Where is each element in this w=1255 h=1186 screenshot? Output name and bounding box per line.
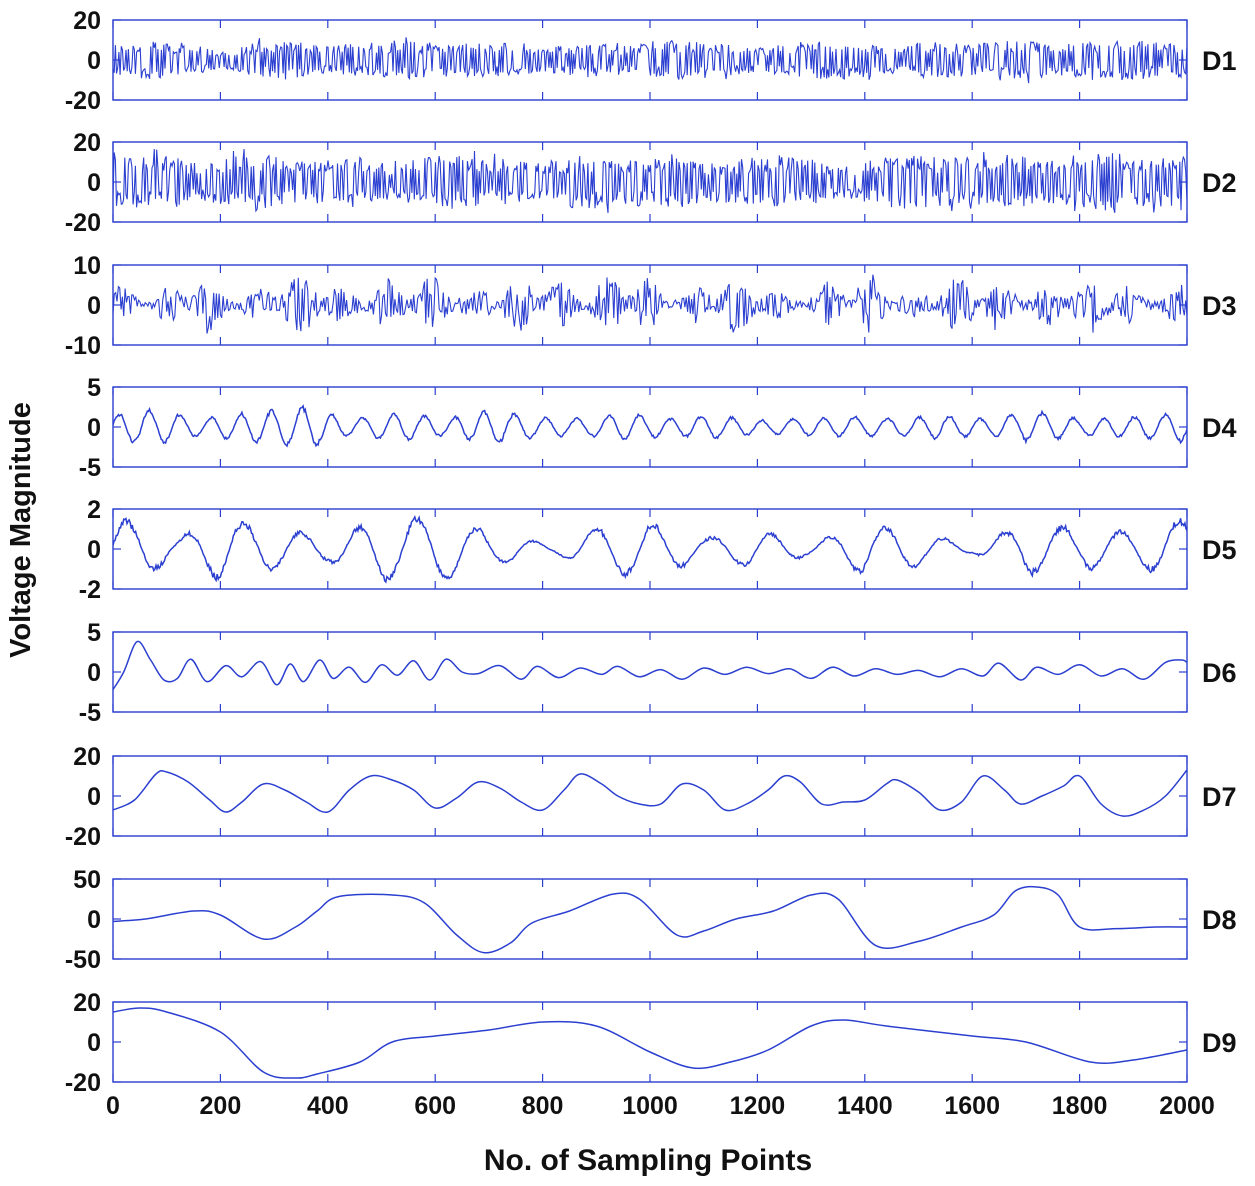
panel-label-d2: D2: [1202, 168, 1237, 198]
y-tick-label: 50: [73, 866, 101, 894]
panel-label-d4: D4: [1202, 413, 1237, 443]
panel-d9: 20 0 -20 D9: [65, 989, 1237, 1097]
panel-d2: 20 0 -20 D2: [65, 129, 1237, 237]
y-tick-label: 5: [87, 374, 101, 402]
y-tick-label: 20: [73, 7, 101, 35]
y-axis-title: Voltage Magnitude: [5, 402, 37, 658]
panel-frame: [112, 878, 1188, 960]
panel-label-d8: D8: [1202, 905, 1237, 935]
panel-label-d1: D1: [1202, 46, 1237, 76]
series-line-d9: [113, 1007, 1187, 1079]
x-axis: 0 200 400 600 800 1000 1200 1400 1600 1800 2000: [106, 1092, 1215, 1120]
y-tick-label: -20: [65, 1069, 101, 1097]
panel-d7: 20 0 -20 D7: [65, 743, 1237, 851]
panel-d3: 10 0 -10 D3: [65, 252, 1237, 360]
series-line-d7: [113, 769, 1187, 817]
series-line-d4: [113, 404, 1187, 448]
x-tick-label: 1400: [837, 1092, 893, 1120]
x-tick-label: 400: [307, 1092, 349, 1120]
panel-frame: [112, 755, 1188, 837]
x-tick-label: 1000: [622, 1092, 678, 1120]
series-line-d3: [113, 274, 1187, 334]
y-tick-label: -20: [65, 87, 101, 115]
x-tick-label: 1200: [730, 1092, 786, 1120]
panel-d8: 50 0 -50 D8: [65, 866, 1237, 974]
series-line-d2: [113, 149, 1187, 213]
x-tick-label: 800: [522, 1092, 564, 1120]
x-tick-label: 1600: [944, 1092, 1000, 1120]
series-line-d8: [113, 885, 1187, 954]
y-tick-label: -5: [79, 699, 101, 727]
y-tick-label: 0: [87, 659, 101, 687]
panel-label-d7: D7: [1202, 782, 1237, 812]
y-tick-label: 5: [87, 619, 101, 647]
x-tick-label: 2000: [1159, 1092, 1215, 1120]
y-tick-label: 0: [87, 169, 101, 197]
y-tick-label: 0: [87, 47, 101, 75]
y-tick-label: 2: [87, 496, 101, 524]
panel-d6: 5 0 -5 D6: [79, 619, 1237, 727]
y-tick-label: 10: [73, 252, 101, 280]
y-tick-label: -5: [79, 454, 101, 482]
panel-label-d3: D3: [1202, 291, 1237, 321]
y-tick-label: 0: [87, 1029, 101, 1057]
series-line-d1: [113, 37, 1187, 84]
x-tick-label: 0: [106, 1092, 120, 1120]
y-tick-label: -50: [65, 946, 101, 974]
panel-label-d9: D9: [1202, 1028, 1237, 1058]
panel-d5: 2 0 -2 D5: [79, 496, 1237, 604]
series-line-d5: [113, 515, 1187, 584]
x-tick-label: 600: [414, 1092, 456, 1120]
y-tick-label: 20: [73, 129, 101, 157]
y-tick-label: 20: [73, 989, 101, 1017]
y-tick-label: 0: [87, 536, 101, 564]
y-tick-label: 0: [87, 906, 101, 934]
y-tick-label: -2: [79, 576, 101, 604]
y-tick-label: 20: [73, 743, 101, 771]
panels-layer: 200-20D1200-20D2100-10D350-5D420-2D550-5…: [65, 7, 1237, 1097]
x-tick-label: 1800: [1052, 1092, 1108, 1120]
series-line-d6: [113, 640, 1187, 690]
panel-frame: [112, 631, 1188, 713]
panel-label-d5: D5: [1202, 535, 1237, 565]
y-tick-label: -10: [65, 332, 101, 360]
panel-d4: 5 0 -5 D4: [79, 374, 1237, 482]
y-tick-label: 0: [87, 292, 101, 320]
x-axis-title: No. of Sampling Points: [484, 1144, 812, 1177]
y-tick-label: 0: [87, 783, 101, 811]
panel-d1: 20 0 -20 D1: [65, 7, 1237, 115]
y-tick-label: -20: [65, 209, 101, 237]
x-tick-label: 200: [200, 1092, 242, 1120]
y-tick-label: -20: [65, 823, 101, 851]
panel-label-d6: D6: [1202, 658, 1237, 688]
panel-frame: [112, 386, 1188, 468]
y-tick-label: 0: [87, 414, 101, 442]
panel-frame: [112, 508, 1188, 590]
